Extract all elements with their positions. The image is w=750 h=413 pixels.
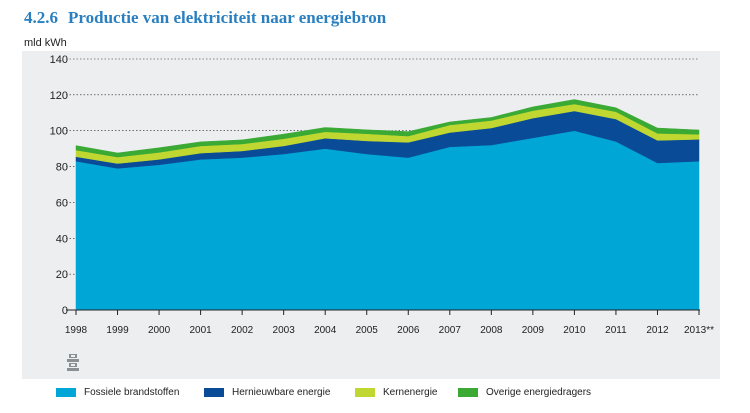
y-tick-label: 20 [56,269,68,281]
chart-number: 4.2.6 [24,8,58,27]
legend-item-kern: Kernenergie [355,387,437,398]
legend-swatch-kern [355,388,375,397]
x-tick-label: 2008 [480,325,503,336]
y-axis-unit: mld kWh [24,37,67,49]
legend-label-kern: Kernenergie [383,387,438,398]
x-tick-label: 2003 [273,325,296,336]
legend-label-hernieuwbaar: Hernieuwbare energie [232,387,331,398]
x-tick-label: 2005 [356,325,379,336]
x-tick-label: 2011 [605,325,627,336]
legend-swatch-fossiel [56,388,76,397]
x-tick-label: 2002 [231,325,254,336]
y-tick-label: 120 [50,90,68,102]
y-tick-label: 80 [56,162,68,174]
x-tick-label: 2004 [314,325,337,336]
x-tick-label: 1998 [65,325,88,336]
y-tick-label: 140 [50,54,68,66]
legend-item-hernieuwbaar: Hernieuwbare energie [204,387,330,398]
x-tick-label: 2006 [397,325,420,336]
y-tick-label: 0 [62,305,68,317]
x-tick-label: 2013** [684,325,714,336]
legend-item-overig: Overige energiedragers [458,387,591,398]
x-tick-label: 2001 [189,325,212,336]
legend-swatch-hernieuwbaar [204,388,224,397]
legend-label-overig: Overige energiedragers [486,387,592,398]
y-tick-label: 60 [56,197,68,209]
legend: Fossiele brandstoffen Hernieuwbare energ… [22,383,722,405]
legend-label-fossiel: Fossiele brandstoffen [84,387,180,398]
x-tick-label: 2012 [646,325,669,336]
cbs-logo-icon [66,352,80,372]
chart-title-text: Productie van elektriciteit naar energie… [68,8,387,27]
y-tick-label: 40 [56,233,68,245]
x-tick-label: 2000 [148,325,171,336]
chart-title: 4.2.6 Productie van elektriciteit naar en… [24,8,386,28]
legend-swatch-overig [458,388,478,397]
x-tick-label: 1999 [106,325,129,336]
x-tick-label: 2009 [522,325,545,336]
x-tick-label: 2010 [563,325,586,336]
legend-item-fossiel: Fossiele brandstoffen [56,387,179,398]
y-tick-label: 100 [50,126,68,138]
area-series-4 [75,99,700,158]
x-tick-label: 2007 [439,325,462,336]
